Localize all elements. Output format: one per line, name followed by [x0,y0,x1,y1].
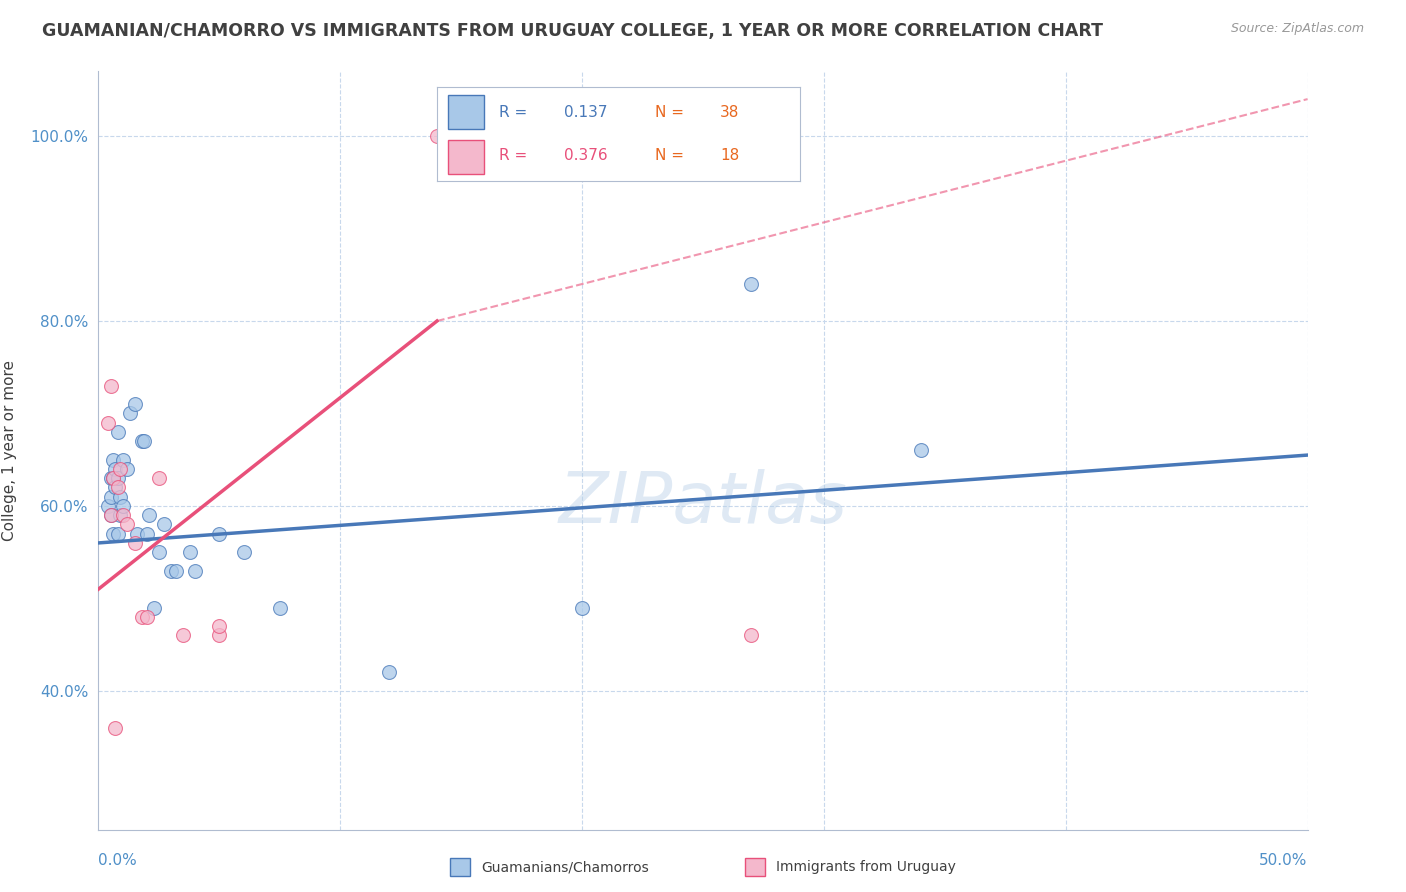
Point [208,526,231,541]
Point [100,508,122,523]
Point [160,564,183,578]
Point [100,471,122,485]
Point [571,600,593,615]
Text: GUAMANIAN/CHAMORRO VS IMMIGRANTS FROM URUGUAY COLLEGE, 1 YEAR OR MORE CORRELATIO: GUAMANIAN/CHAMORRO VS IMMIGRANTS FROM UR… [42,22,1104,40]
Point [100,378,122,392]
Text: Guamanians/Chamorros: Guamanians/Chamorros [481,860,648,874]
Point [111,508,134,523]
Point [131,434,153,449]
Point [101,471,124,485]
Text: 0.0%: 0.0% [98,853,138,868]
Point [135,610,157,624]
Text: 50.0%: 50.0% [1260,853,1308,868]
Y-axis label: College, 1 year or more: College, 1 year or more [1,360,17,541]
Point [143,600,166,615]
Point [127,526,149,541]
Point [97,499,120,513]
Point [111,499,134,513]
Point [377,665,399,680]
Point [124,397,146,411]
Point [117,517,139,532]
Point [117,462,139,476]
Point [426,129,449,144]
Point [104,721,127,735]
Point [97,416,120,430]
Point [101,452,124,467]
Point [118,407,141,421]
Point [165,564,187,578]
Point [108,508,131,523]
Point [148,545,170,559]
Point [101,526,124,541]
Point [232,545,254,559]
Point [135,526,157,541]
Point [152,517,174,532]
Point [100,490,122,504]
Point [740,628,762,642]
Point [107,526,129,541]
Point [100,508,122,523]
Point [108,490,131,504]
Point [134,434,156,449]
Point [107,480,129,494]
Point [179,545,201,559]
Point [184,564,207,578]
Point [107,425,129,439]
Point [208,628,231,642]
Point [107,471,129,485]
Point [131,610,153,624]
Point [910,443,932,458]
Point [111,452,134,467]
Point [208,619,231,633]
Text: Source: ZipAtlas.com: Source: ZipAtlas.com [1230,22,1364,36]
Point [148,471,170,485]
Text: Immigrants from Uruguay: Immigrants from Uruguay [776,860,956,874]
Point [740,277,762,291]
Point [108,462,131,476]
Point [104,480,127,494]
Point [104,462,127,476]
Point [138,508,160,523]
Point [101,471,124,485]
Text: ZIPatlas: ZIPatlas [558,469,848,538]
Point [124,536,146,550]
Point [269,600,291,615]
Point [172,628,194,642]
